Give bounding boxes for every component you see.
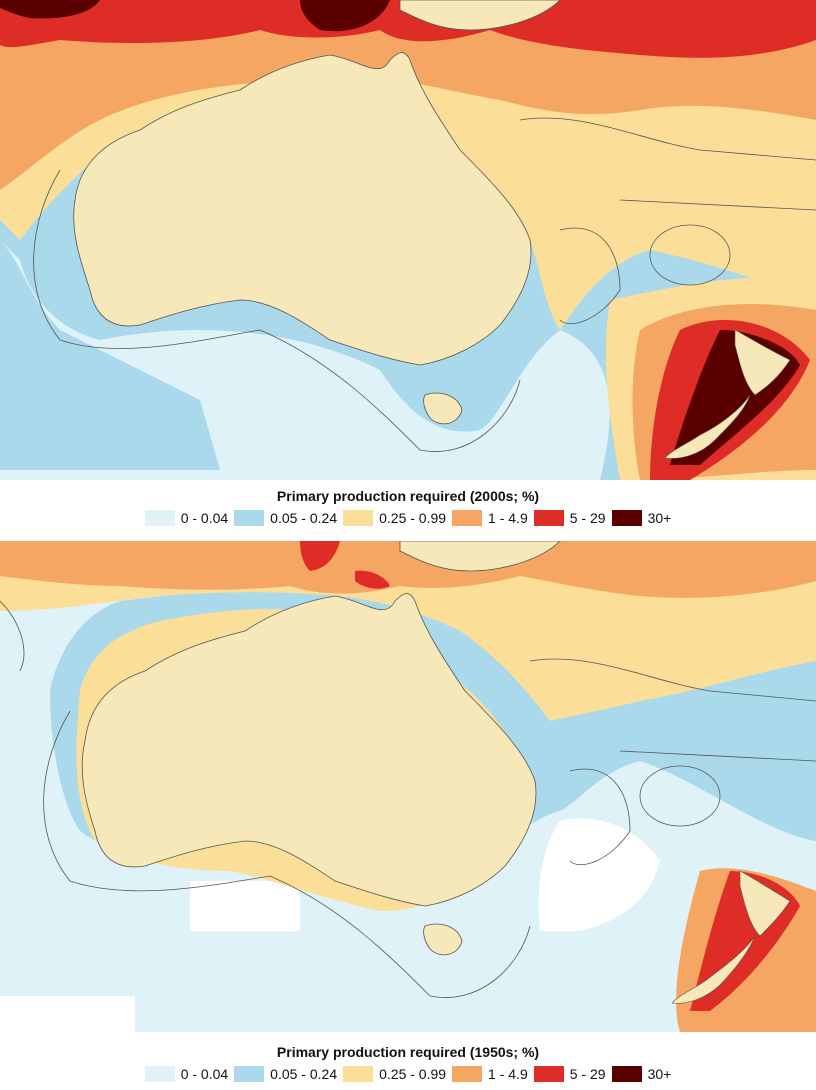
- land-new-guinea: [399, 541, 561, 572]
- legend-label: 0 - 0.04: [180, 1066, 229, 1082]
- legend-label: 0.25 - 0.99: [379, 1066, 447, 1082]
- land-new-zealand-north: [734, 329, 791, 396]
- ocean-pale-blue-west: [0, 240, 220, 470]
- legend-swatch: [234, 510, 265, 526]
- land-new-zealand-north: [739, 870, 791, 937]
- legend-item: 0 - 0.04: [144, 510, 229, 526]
- legend-item: 5 - 29: [533, 510, 606, 526]
- ocean-white-nodata-c: [0, 996, 135, 1032]
- legend-item: 1 - 4.9: [452, 1066, 528, 1082]
- legend-label: 30+: [647, 1066, 672, 1082]
- legend-label: 1 - 4.9: [488, 510, 528, 526]
- legend-item: 30+: [611, 1066, 672, 1082]
- map-2000s: [0, 0, 816, 480]
- legend-label: 5 - 29: [569, 1066, 606, 1082]
- legend-1950s: Primary production required (1950s; %) 0…: [0, 1042, 816, 1082]
- legend-item: 1 - 4.9: [452, 510, 528, 526]
- legend-label: 0 - 0.04: [180, 510, 229, 526]
- ocean-white-nodata-a: [190, 881, 300, 931]
- legend-swatch: [533, 510, 564, 526]
- legend-title-2000s: Primary production required (2000s; %): [276, 488, 540, 504]
- legend-label: 5 - 29: [569, 510, 606, 526]
- ocean-orange-zone-north: [0, 541, 816, 598]
- map-1950s: [0, 541, 816, 1032]
- legend-swatch: [343, 510, 374, 526]
- legend-label: 0.05 - 0.24: [270, 510, 338, 526]
- legend-swatch: [533, 1066, 564, 1082]
- land-tasmania: [423, 923, 463, 956]
- legend-swatch: [611, 510, 642, 526]
- ocean-red-zone-north: [300, 541, 340, 571]
- legend-item: 0.05 - 0.24: [234, 1066, 337, 1082]
- legend-label: 30+: [647, 510, 672, 526]
- legend-item: 0 - 0.04: [144, 1066, 229, 1082]
- legend-swatch: [144, 510, 175, 526]
- eez-boundaries: [0, 600, 816, 998]
- legend-swatch: [144, 1066, 175, 1082]
- ocean-darkred-zone-nw: [0, 0, 100, 19]
- land-new-zealand-south: [671, 935, 756, 1004]
- legend-item: 0.25 - 0.99: [343, 1066, 446, 1082]
- legend-label: 0.25 - 0.99: [379, 510, 447, 526]
- land-new-guinea: [399, 0, 561, 31]
- legend-item: 0.05 - 0.24: [234, 510, 337, 526]
- legend-label: 0.05 - 0.24: [270, 1066, 338, 1082]
- ocean-red-zone-north: [0, 0, 816, 58]
- land-australia: [81, 593, 537, 907]
- legend-swatch: [234, 1066, 265, 1082]
- legend-item: 0.25 - 0.99: [343, 510, 446, 526]
- eez-boundaries: [33, 117, 816, 452]
- legend-title-1950s: Primary production required (1950s; %): [276, 1044, 540, 1060]
- ocean-red-zone-nc: [355, 570, 390, 589]
- legend-2000s: Primary production required (2000s; %) 0…: [0, 486, 816, 526]
- ocean-white-nodata-b: [538, 818, 660, 931]
- legend-item: 30+: [611, 510, 672, 526]
- ocean-darkred-zone-north: [300, 0, 390, 32]
- legend-swatch: [343, 1066, 374, 1082]
- legend-row-1950s: 0 - 0.04 0.05 - 0.24 0.25 - 0.99 1 - 4.9…: [0, 1066, 816, 1082]
- map-1950s-canvas: [0, 541, 816, 1032]
- land-new-zealand-south: [664, 394, 751, 459]
- legend-swatch: [452, 1066, 483, 1082]
- land-australia: [73, 52, 532, 366]
- legend-swatch: [452, 510, 483, 526]
- legend-item: 5 - 29: [533, 1066, 606, 1082]
- land-tasmania: [423, 392, 463, 425]
- legend-swatch: [611, 1066, 642, 1082]
- legend-label: 1 - 4.9: [488, 1066, 528, 1082]
- map-2000s-canvas: [0, 0, 816, 480]
- legend-row-2000s: 0 - 0.04 0.05 - 0.24 0.25 - 0.99 1 - 4.9…: [0, 510, 816, 526]
